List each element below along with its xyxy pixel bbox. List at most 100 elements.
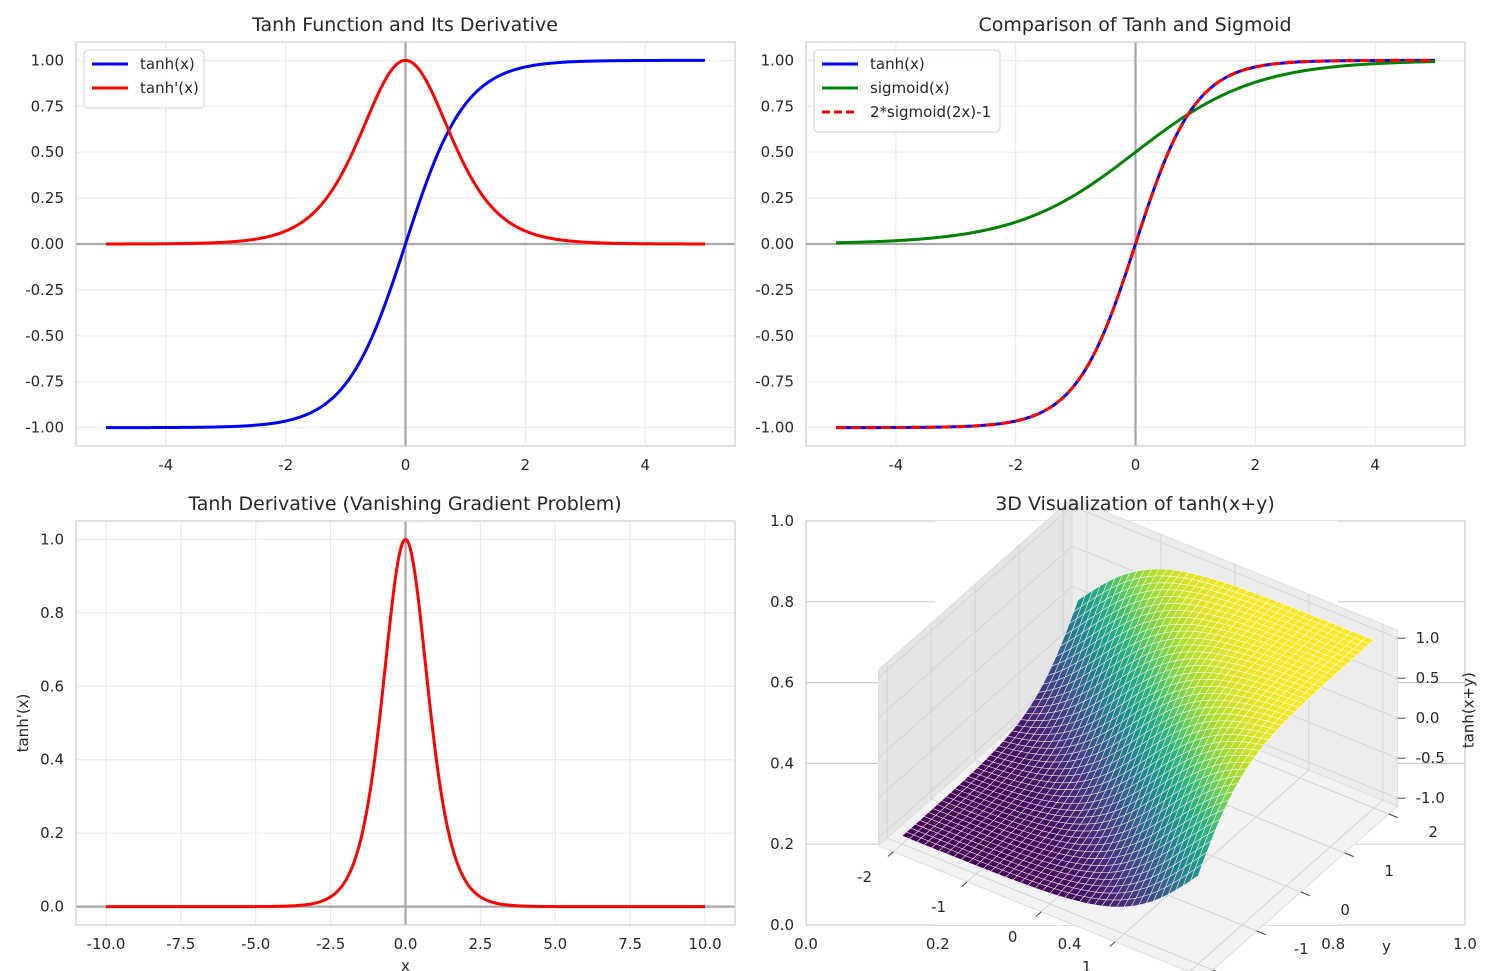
y-tick-label: -0.25 <box>25 281 64 299</box>
surface-y-tick-label: 1 <box>1384 862 1394 880</box>
chart-title: Comparison of Tanh and Sigmoid <box>978 14 1291 36</box>
panel-3d-surface: 0.00.20.40.60.81.00.00.20.40.60.81.0-2-1… <box>770 493 1478 971</box>
surface-x-tick-label: 1 <box>1082 958 1092 971</box>
y-tick-label: 0.50 <box>761 143 794 161</box>
y-tick-label: 0.0 <box>40 898 64 916</box>
y-tick-label: 0.75 <box>31 97 64 115</box>
y-tick-label: -0.75 <box>755 373 794 391</box>
x-tick-label: 0 <box>1131 456 1141 474</box>
y-tick <box>1256 930 1266 936</box>
legend-label: tanh(x) <box>870 55 925 73</box>
surface-x-tick-label: -1 <box>931 898 946 916</box>
bg-y-tick-label: 0.6 <box>770 674 794 692</box>
panel-tanh-vs-sigmoid: Comparison of Tanh and Sigmoid -4 -2 0 2 4 -1… <box>755 14 1466 474</box>
side-gridline <box>878 625 1073 799</box>
series-line-sigmoid-x- <box>835 60 1436 245</box>
x-tick-label: 2 <box>1251 456 1261 474</box>
x-tick-label: 2 <box>521 456 531 474</box>
y-tick-label: -0.25 <box>755 281 794 299</box>
y-tick-label: 0.25 <box>31 189 64 207</box>
y-tick-label: 0.00 <box>761 235 794 253</box>
surface-y-tick-label: 0 <box>1340 901 1350 919</box>
surface-z-tick-label: 0.5 <box>1416 669 1440 687</box>
axes-frame <box>805 41 1466 447</box>
x-tick <box>887 851 894 857</box>
x-tick-label: -10.0 <box>87 935 126 953</box>
surface-y-axis-label: y <box>1382 938 1391 956</box>
y-tick-label: 0.4 <box>40 751 64 769</box>
legend-label: sigmoid(x) <box>870 79 950 97</box>
y-tick-label: 1.00 <box>31 51 64 69</box>
legend-label: tanh(x) <box>140 55 195 73</box>
series-line-tanh-x- <box>105 58 706 246</box>
y-tick-label: -0.75 <box>25 373 64 391</box>
y-tick-label: 0.50 <box>31 143 64 161</box>
chart-title: Tanh Derivative (Vanishing Gradient Prob… <box>187 493 621 515</box>
floor-gridline <box>1189 799 1384 971</box>
x-tick-label: 4 <box>640 456 650 474</box>
x-tick-label: -2 <box>278 456 293 474</box>
surface-x-tick-label: -2 <box>857 868 872 886</box>
y-tick-label: 0.75 <box>761 97 794 115</box>
y-tick <box>1344 852 1354 858</box>
surface-z-tick-label: -1.0 <box>1416 789 1445 807</box>
x-tick-label: -2.5 <box>316 935 345 953</box>
y-tick-label: -0.50 <box>25 327 64 345</box>
x-tick-label: 4 <box>1370 456 1380 474</box>
surface-x-axis-label: x <box>928 969 937 971</box>
y-tick-label: 1.0 <box>40 530 64 548</box>
y-tick-label: 0.25 <box>761 189 794 207</box>
chart-title: 3D Visualization of tanh(x+y) <box>995 493 1275 515</box>
surface <box>901 568 1375 908</box>
series-line-tanh-x- <box>105 537 706 909</box>
y-tick <box>1300 891 1310 897</box>
y-tick-label: -1.00 <box>25 419 64 437</box>
x-tick-label: 0 <box>401 456 411 474</box>
x-tick-label: 10.0 <box>688 935 721 953</box>
legend: tanh(x) sigmoid(x) 2*sigmoid(2x)-1 <box>813 49 1001 133</box>
legend: tanh(x) tanh'(x) <box>83 49 205 109</box>
x-tick <box>1109 941 1116 947</box>
x-tick-label: -4 <box>158 456 173 474</box>
y-tick-label: -0.50 <box>755 327 794 345</box>
bg-y-tick-label: 0.0 <box>770 916 794 934</box>
legend-label: 2*sigmoid(2x)-1 <box>870 103 991 121</box>
x-axis-label: x <box>401 957 410 971</box>
chart-title: Tanh Function and Its Derivative <box>251 14 558 36</box>
legend-box <box>813 49 1001 133</box>
bg-y-tick-label: 0.4 <box>770 754 794 772</box>
y-tick <box>1388 813 1398 819</box>
x-tick-label: -5.0 <box>241 935 270 953</box>
bg-x-tick-label: 0.4 <box>1058 935 1082 953</box>
y-tick-label: -1.00 <box>755 419 794 437</box>
side-gridline <box>878 585 1073 759</box>
x-tick <box>961 881 968 887</box>
series-line-tanh-x- <box>105 58 706 430</box>
bg-x-tick-label: 1.0 <box>1453 935 1477 953</box>
floor-gridline <box>1114 769 1310 943</box>
bg-x-tick-label: 0.2 <box>926 935 950 953</box>
surface-y-tick-label: -1 <box>1294 940 1309 958</box>
x-tick <box>1035 911 1042 917</box>
axes-frame <box>75 520 736 926</box>
surface-y-tick-label: 2 <box>1428 823 1438 841</box>
x-tick-label: 5.0 <box>543 935 567 953</box>
x-tick-label: 7.5 <box>618 935 642 953</box>
y-tick-label: 1.00 <box>761 51 794 69</box>
side-gridline <box>878 545 1073 719</box>
surface-z-tick-label: 0.0 <box>1416 709 1440 727</box>
x-tick-label: -2 <box>1008 456 1023 474</box>
x-tick-label: 2.5 <box>468 935 492 953</box>
x-tick-label: -4 <box>888 456 903 474</box>
y-tick-label: 0.6 <box>40 677 64 695</box>
x-tick-label: -7.5 <box>166 935 195 953</box>
y-tick-label: 0.00 <box>31 235 64 253</box>
surface-x-tick-label: 0 <box>1008 928 1018 946</box>
y-tick-label: 0.8 <box>40 604 64 622</box>
back-gridline <box>1071 505 1398 639</box>
bg-y-tick-label: 0.8 <box>770 593 794 611</box>
x-tick-label: 0.0 <box>394 935 418 953</box>
surface-patch <box>1189 863 1204 882</box>
panel-tanh-derivative-vanishing: Tanh Derivative (Vanishing Gradient Prob… <box>14 493 736 971</box>
